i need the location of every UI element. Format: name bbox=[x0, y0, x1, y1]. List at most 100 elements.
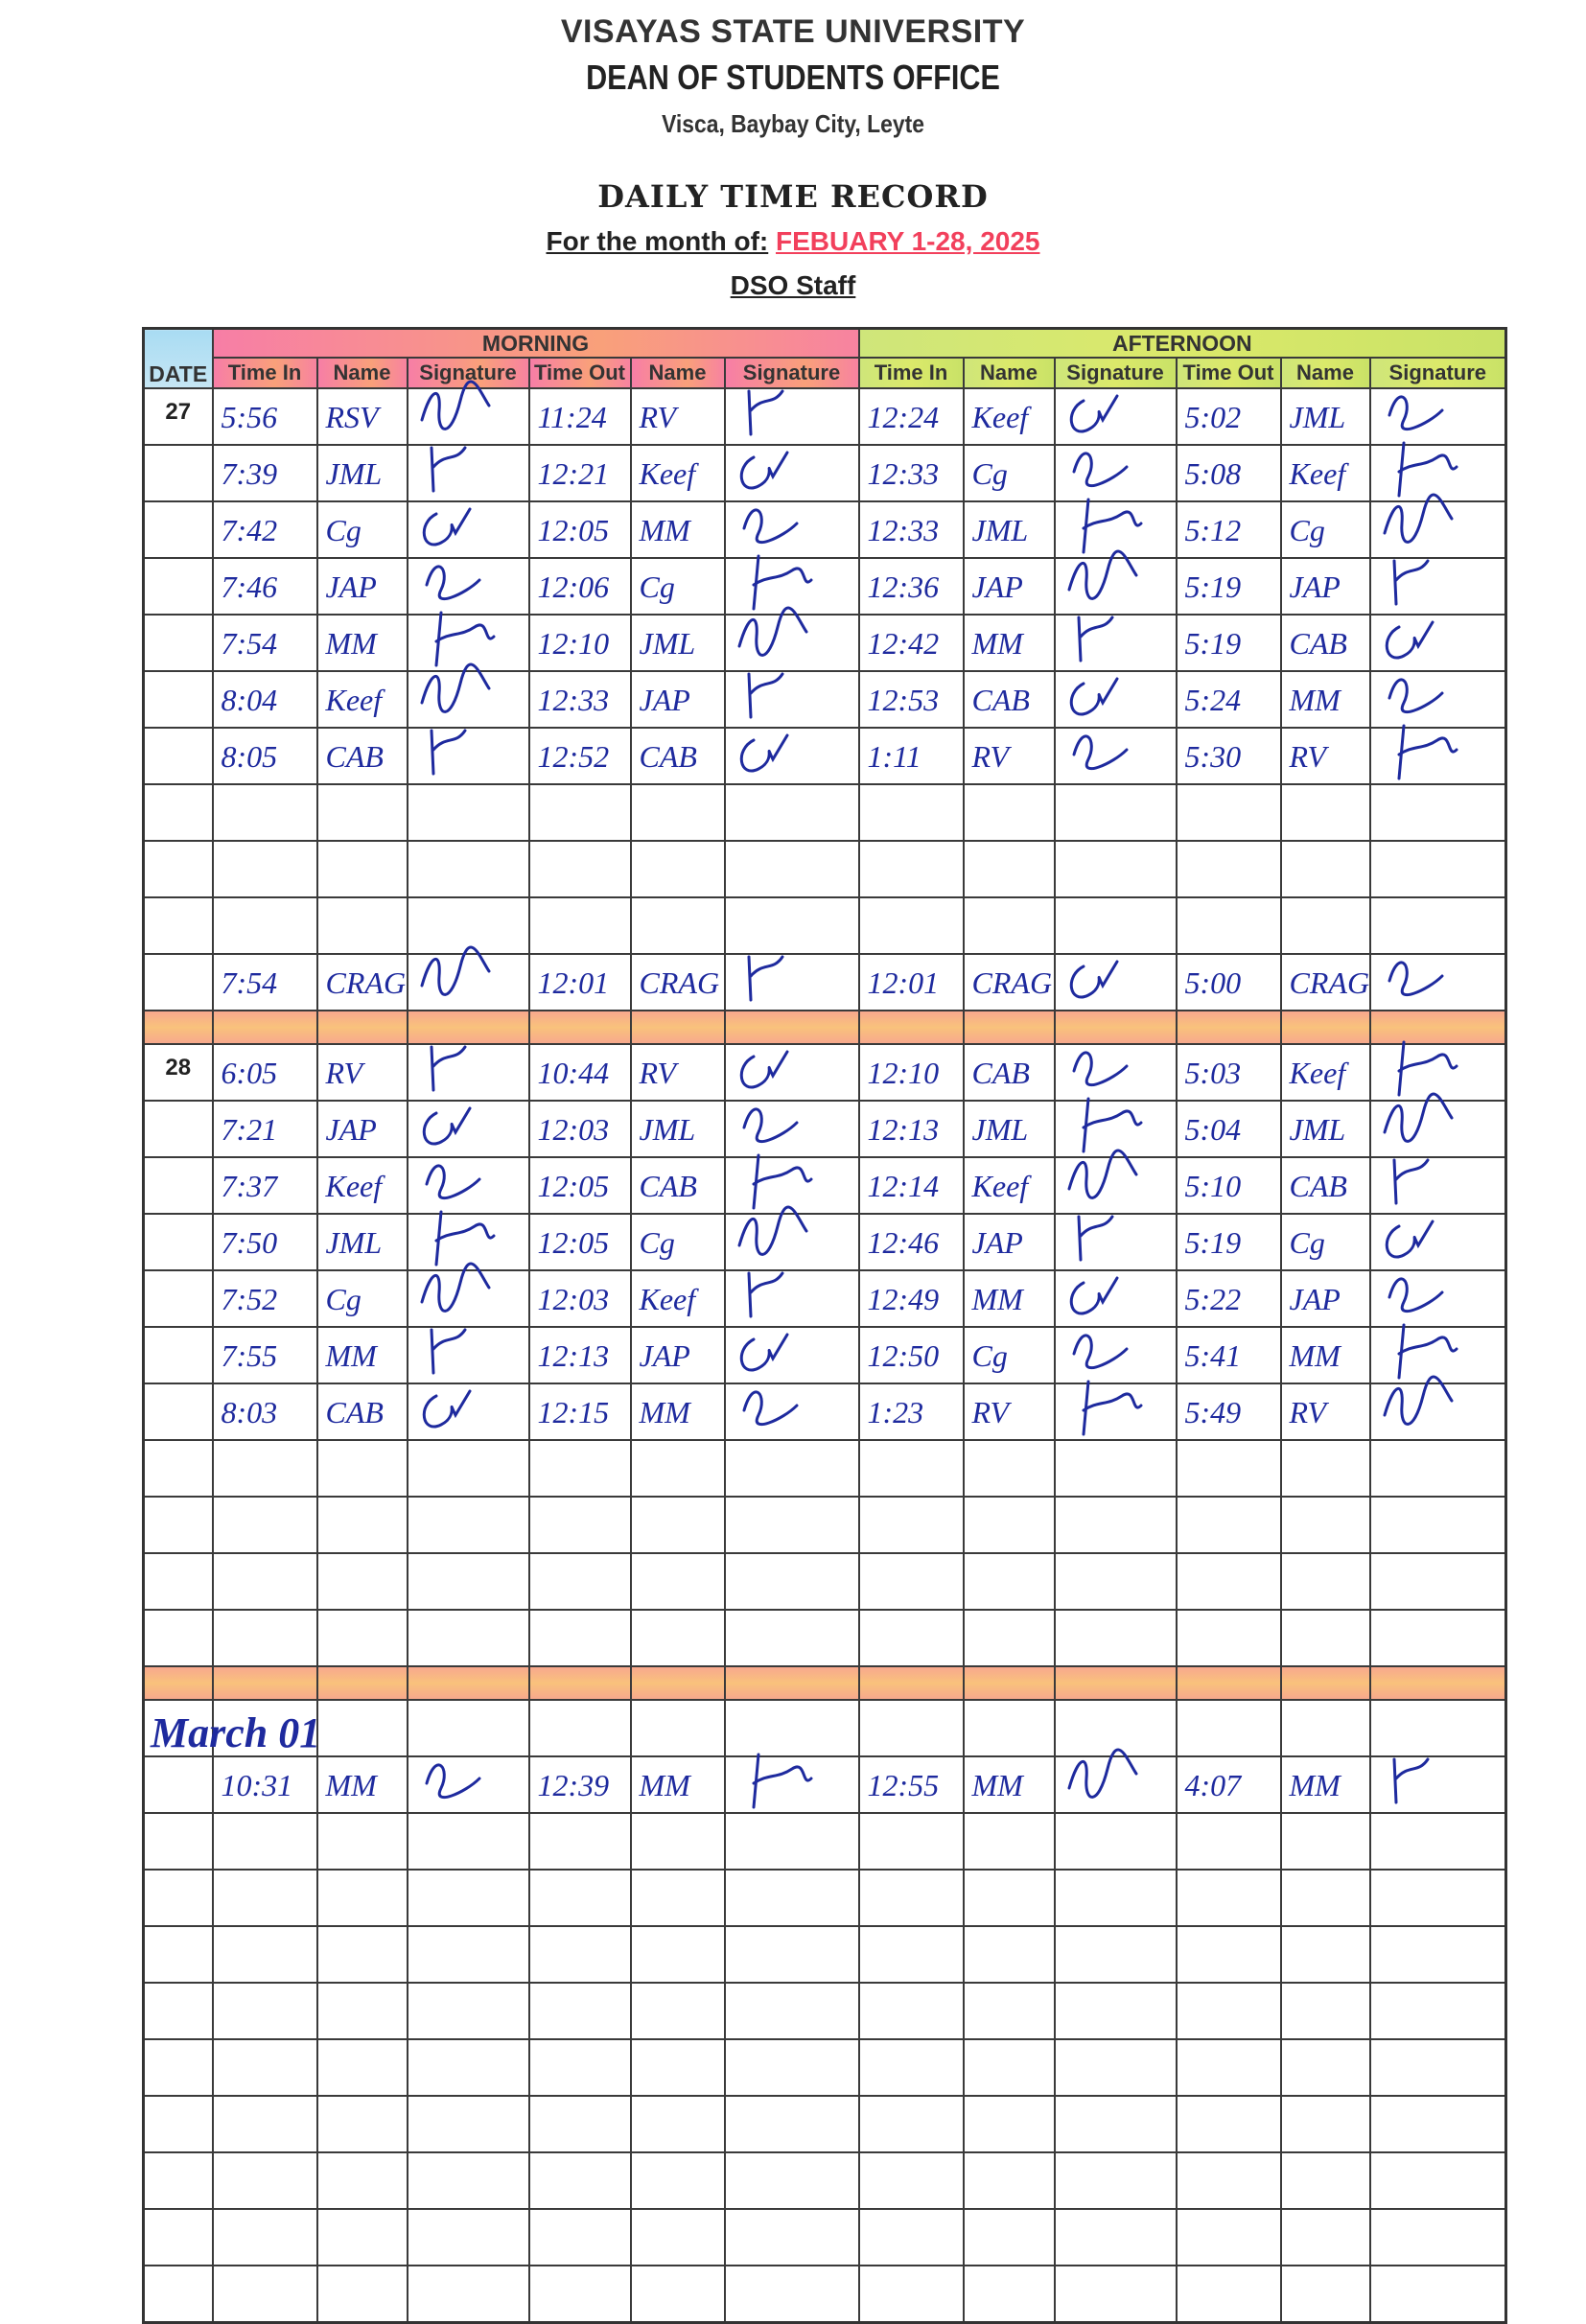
signature-cell bbox=[1053, 614, 1178, 672]
name-cell: RV bbox=[315, 1043, 408, 1102]
date-cell bbox=[142, 670, 214, 729]
signature-mark bbox=[430, 1045, 466, 1092]
name-cell bbox=[629, 1552, 726, 1611]
date-cell bbox=[142, 500, 214, 559]
name-cell bbox=[962, 1552, 1056, 1611]
separator-cell bbox=[211, 1010, 318, 1045]
signature-mark bbox=[1067, 1149, 1138, 1199]
date-cell bbox=[142, 1326, 214, 1384]
name-cell bbox=[1279, 2265, 1371, 2324]
name-cell bbox=[315, 1552, 408, 1611]
signature-cell bbox=[406, 1552, 530, 1611]
time-cell bbox=[1175, 840, 1282, 898]
name-cell bbox=[629, 2151, 726, 2210]
time-cell: 7:50 bbox=[211, 1213, 318, 1271]
signature-mark bbox=[422, 507, 471, 546]
signature-cell bbox=[723, 896, 860, 955]
signature-mark bbox=[739, 451, 788, 490]
time-cell: 7:52 bbox=[211, 1269, 318, 1328]
name-cell bbox=[962, 1699, 1056, 1757]
time-cell: 12:33 bbox=[857, 500, 965, 559]
office-name: DEAN OF STUDENTS OFFICE bbox=[586, 58, 1000, 97]
time-cell bbox=[1175, 1869, 1282, 1927]
signature-mark bbox=[742, 508, 798, 544]
separator-cell bbox=[962, 1010, 1056, 1045]
name-cell bbox=[1279, 1496, 1371, 1554]
name-cell: JAP bbox=[315, 1100, 408, 1158]
signature-mark bbox=[747, 1271, 783, 1318]
time-cell bbox=[857, 1496, 965, 1554]
signature-cell bbox=[723, 1925, 860, 1984]
signature-cell bbox=[1053, 1043, 1178, 1102]
time-cell bbox=[857, 1609, 965, 1667]
signature-cell bbox=[1053, 1699, 1178, 1757]
signature-cell bbox=[723, 1326, 860, 1384]
time-cell bbox=[527, 1869, 632, 1927]
block-separator bbox=[142, 1665, 1507, 1701]
time-cell bbox=[211, 2208, 318, 2266]
time-cell bbox=[527, 1699, 632, 1757]
date-cell bbox=[142, 1982, 214, 2040]
name-cell bbox=[962, 783, 1056, 842]
signature-mark bbox=[1069, 394, 1119, 433]
time-cell: 7:46 bbox=[211, 557, 318, 616]
table-row: 8:03 CAB 12:15 MM 1:23 RV 5:49 RV bbox=[142, 1375, 1507, 1441]
separator-cell bbox=[1053, 1010, 1178, 1045]
name-cell: CAB bbox=[962, 670, 1056, 729]
signature-mark bbox=[1385, 1220, 1434, 1259]
signature-mark bbox=[422, 1106, 471, 1146]
time-cell bbox=[1175, 1552, 1282, 1611]
time-cell bbox=[527, 1496, 632, 1554]
name-cell: MM bbox=[1279, 1755, 1371, 1814]
signature-mark bbox=[1397, 1040, 1458, 1097]
signature-mark bbox=[1388, 395, 1444, 430]
signature-mark bbox=[752, 1153, 812, 1210]
signature-cell bbox=[723, 444, 860, 502]
signature-cell bbox=[1053, 1496, 1178, 1554]
separator-cell bbox=[962, 1665, 1056, 1701]
name-cell bbox=[629, 1925, 726, 1984]
signature-mark bbox=[739, 1333, 788, 1372]
time-cell bbox=[527, 1439, 632, 1498]
name-cell: CAB bbox=[1279, 614, 1371, 672]
time-cell bbox=[211, 1982, 318, 2040]
separator-cell bbox=[1368, 1010, 1507, 1045]
name-cell: CAB bbox=[629, 727, 726, 785]
time-cell bbox=[1175, 2095, 1282, 2153]
time-cell bbox=[211, 1439, 318, 1498]
date-cell bbox=[142, 1269, 214, 1328]
time-cell: 12:14 bbox=[857, 1156, 965, 1215]
name-cell bbox=[315, 1982, 408, 2040]
signature-mark bbox=[1392, 559, 1430, 606]
signature-cell bbox=[723, 554, 860, 616]
time-cell bbox=[527, 1609, 632, 1667]
signature-mark bbox=[420, 945, 490, 996]
table-row: 7:52 Cg 12:03 Keef 12:49 MM 5:22 JAP bbox=[142, 1262, 1507, 1328]
signature-cell bbox=[406, 2208, 530, 2266]
separator-cell bbox=[857, 1665, 965, 1701]
signature-cell bbox=[1368, 1213, 1507, 1271]
time-cell: 7:42 bbox=[211, 500, 318, 559]
name-cell bbox=[315, 2151, 408, 2210]
name-cell bbox=[1279, 2208, 1371, 2266]
signature-cell bbox=[723, 840, 860, 898]
signature-cell bbox=[1368, 2265, 1507, 2324]
block-separator bbox=[142, 1010, 1507, 1045]
name-cell bbox=[962, 1812, 1056, 1871]
time-cell bbox=[857, 1982, 965, 2040]
column-header-name: Name bbox=[1279, 357, 1371, 389]
signature-cell bbox=[723, 2095, 860, 2153]
signature-mark bbox=[1077, 616, 1114, 662]
date-cell bbox=[142, 1609, 214, 1667]
name-cell bbox=[629, 1439, 726, 1498]
name-cell: Keef bbox=[629, 444, 726, 502]
time-cell bbox=[211, 1925, 318, 1984]
time-cell: 12:33 bbox=[857, 444, 965, 502]
time-cell bbox=[211, 1496, 318, 1554]
signature-cell bbox=[406, 1439, 530, 1498]
signature-cell bbox=[1053, 2151, 1178, 2210]
name-cell bbox=[629, 2038, 726, 2097]
date-cell bbox=[142, 783, 214, 842]
name-cell: JML bbox=[962, 1100, 1056, 1158]
signature-mark bbox=[430, 729, 466, 776]
